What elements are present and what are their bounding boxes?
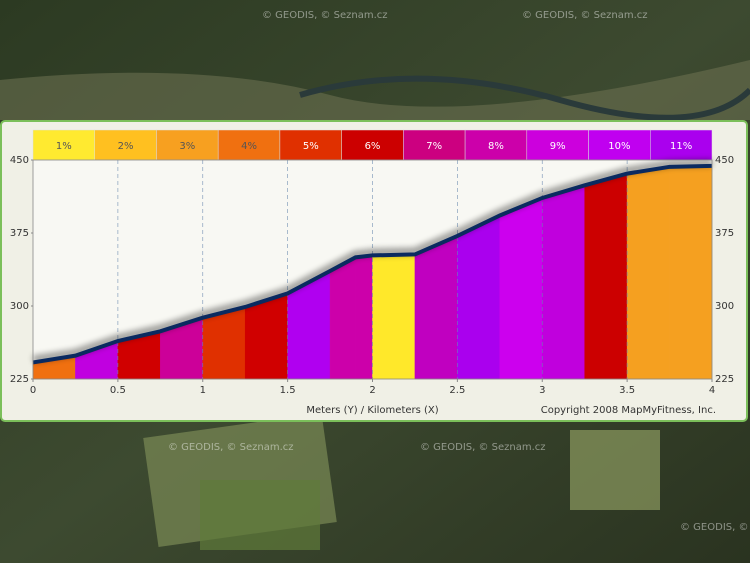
grade-label: 2%	[118, 141, 134, 152]
grade-segment	[372, 254, 416, 380]
grade-label: 7%	[426, 141, 442, 152]
grade-swatch	[464, 129, 528, 161]
grade-swatch	[650, 129, 713, 161]
x-tick-label: 4	[709, 385, 715, 396]
y2-tick-label: 450	[715, 155, 734, 166]
map-watermark: © GEODIS, © Seznam.cz	[262, 10, 388, 21]
y-tick-label: 300	[10, 301, 29, 312]
y2-tick-label: 225	[715, 374, 734, 385]
x-tick-label: 2	[369, 385, 375, 396]
map-watermark: © GEODIS, © Seznam.cz	[168, 442, 294, 453]
profile-shadow	[32, 158, 713, 364]
y2-tick-label: 300	[715, 301, 734, 312]
y-tick-label: 375	[10, 228, 29, 239]
grade-label: 8%	[488, 141, 504, 152]
copyright: Copyright 2008 MapMyFitness, Inc.	[541, 405, 716, 416]
grade-label: 6%	[365, 141, 381, 152]
x-tick-label: 3	[539, 385, 545, 396]
profile-line	[32, 163, 713, 365]
grade-segment	[542, 184, 585, 380]
grade-segment	[329, 256, 356, 380]
grade-swatch	[217, 129, 281, 161]
grade-segment	[669, 165, 713, 380]
grade-swatch	[403, 129, 466, 161]
x-tick-label: 1.5	[280, 385, 296, 396]
grade-label: 1%	[56, 141, 72, 152]
grade-segment	[499, 197, 543, 380]
grade-segment	[457, 215, 501, 380]
grade-label: 4%	[241, 141, 257, 152]
map-watermark: © GEODIS, © Seznam.cz	[680, 522, 750, 533]
y-tick-label: 225	[10, 374, 29, 385]
grade-label: 9%	[550, 141, 566, 152]
grade-swatch	[279, 129, 342, 161]
grade-swatch	[94, 129, 157, 161]
y2-tick-label: 375	[715, 228, 734, 239]
x-axis-label: Meters (Y) / Kilometers (X)	[306, 405, 438, 416]
grade-swatch	[341, 129, 404, 161]
grade-swatch	[588, 129, 651, 161]
grade-label: 3%	[179, 141, 195, 152]
grade-swatch	[526, 129, 589, 161]
grade-segment	[584, 173, 628, 380]
grade-label: 11%	[670, 141, 692, 152]
grade-label: 10%	[608, 141, 630, 152]
map-watermark: © GEODIS, © Seznam.cz	[420, 442, 546, 453]
map-watermark: © GEODIS, © Seznam.cz	[522, 10, 648, 21]
grade-label: 5%	[303, 141, 319, 152]
x-tick-label: 2.5	[449, 385, 465, 396]
x-tick-label: 0.5	[110, 385, 126, 396]
grade-swatch	[156, 129, 219, 161]
y-tick-label: 450	[10, 155, 29, 166]
grade-segment	[626, 166, 670, 380]
x-tick-label: 0	[30, 385, 36, 396]
grade-segment	[414, 235, 458, 380]
x-tick-label: 3.5	[619, 385, 635, 396]
x-tick-label: 1	[200, 385, 206, 396]
grade-segment	[355, 255, 373, 380]
